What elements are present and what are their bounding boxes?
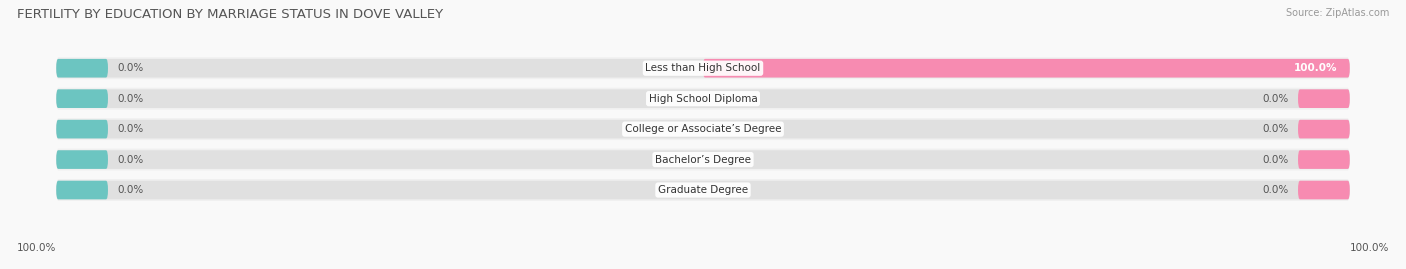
FancyBboxPatch shape <box>56 57 1350 79</box>
FancyBboxPatch shape <box>1298 89 1350 108</box>
FancyBboxPatch shape <box>56 59 1350 77</box>
FancyBboxPatch shape <box>56 120 1350 139</box>
Text: 0.0%: 0.0% <box>1263 185 1288 195</box>
Text: 100.0%: 100.0% <box>17 243 56 253</box>
FancyBboxPatch shape <box>56 150 108 169</box>
Text: College or Associate’s Degree: College or Associate’s Degree <box>624 124 782 134</box>
Text: Source: ZipAtlas.com: Source: ZipAtlas.com <box>1285 8 1389 18</box>
FancyBboxPatch shape <box>1298 150 1350 169</box>
FancyBboxPatch shape <box>56 181 108 199</box>
FancyBboxPatch shape <box>56 118 1350 140</box>
FancyBboxPatch shape <box>1298 181 1350 199</box>
FancyBboxPatch shape <box>56 88 1350 110</box>
FancyBboxPatch shape <box>703 59 1350 77</box>
FancyBboxPatch shape <box>56 148 1350 171</box>
Text: 0.0%: 0.0% <box>118 155 143 165</box>
FancyBboxPatch shape <box>1298 120 1350 139</box>
FancyBboxPatch shape <box>56 59 108 77</box>
FancyBboxPatch shape <box>56 120 108 139</box>
Text: Graduate Degree: Graduate Degree <box>658 185 748 195</box>
Text: 100.0%: 100.0% <box>1350 243 1389 253</box>
Text: Less than High School: Less than High School <box>645 63 761 73</box>
Text: 0.0%: 0.0% <box>118 94 143 104</box>
FancyBboxPatch shape <box>56 89 1350 108</box>
FancyBboxPatch shape <box>56 89 108 108</box>
FancyBboxPatch shape <box>56 150 1350 169</box>
Text: 0.0%: 0.0% <box>1263 94 1288 104</box>
Text: 0.0%: 0.0% <box>1263 155 1288 165</box>
Text: 0.0%: 0.0% <box>118 185 143 195</box>
Text: 0.0%: 0.0% <box>1263 124 1288 134</box>
Text: High School Diploma: High School Diploma <box>648 94 758 104</box>
Text: Bachelor’s Degree: Bachelor’s Degree <box>655 155 751 165</box>
FancyBboxPatch shape <box>56 179 1350 201</box>
FancyBboxPatch shape <box>56 181 1350 199</box>
Text: 0.0%: 0.0% <box>118 63 143 73</box>
Text: FERTILITY BY EDUCATION BY MARRIAGE STATUS IN DOVE VALLEY: FERTILITY BY EDUCATION BY MARRIAGE STATU… <box>17 8 443 21</box>
Text: 0.0%: 0.0% <box>118 124 143 134</box>
Text: 100.0%: 100.0% <box>1294 63 1337 73</box>
